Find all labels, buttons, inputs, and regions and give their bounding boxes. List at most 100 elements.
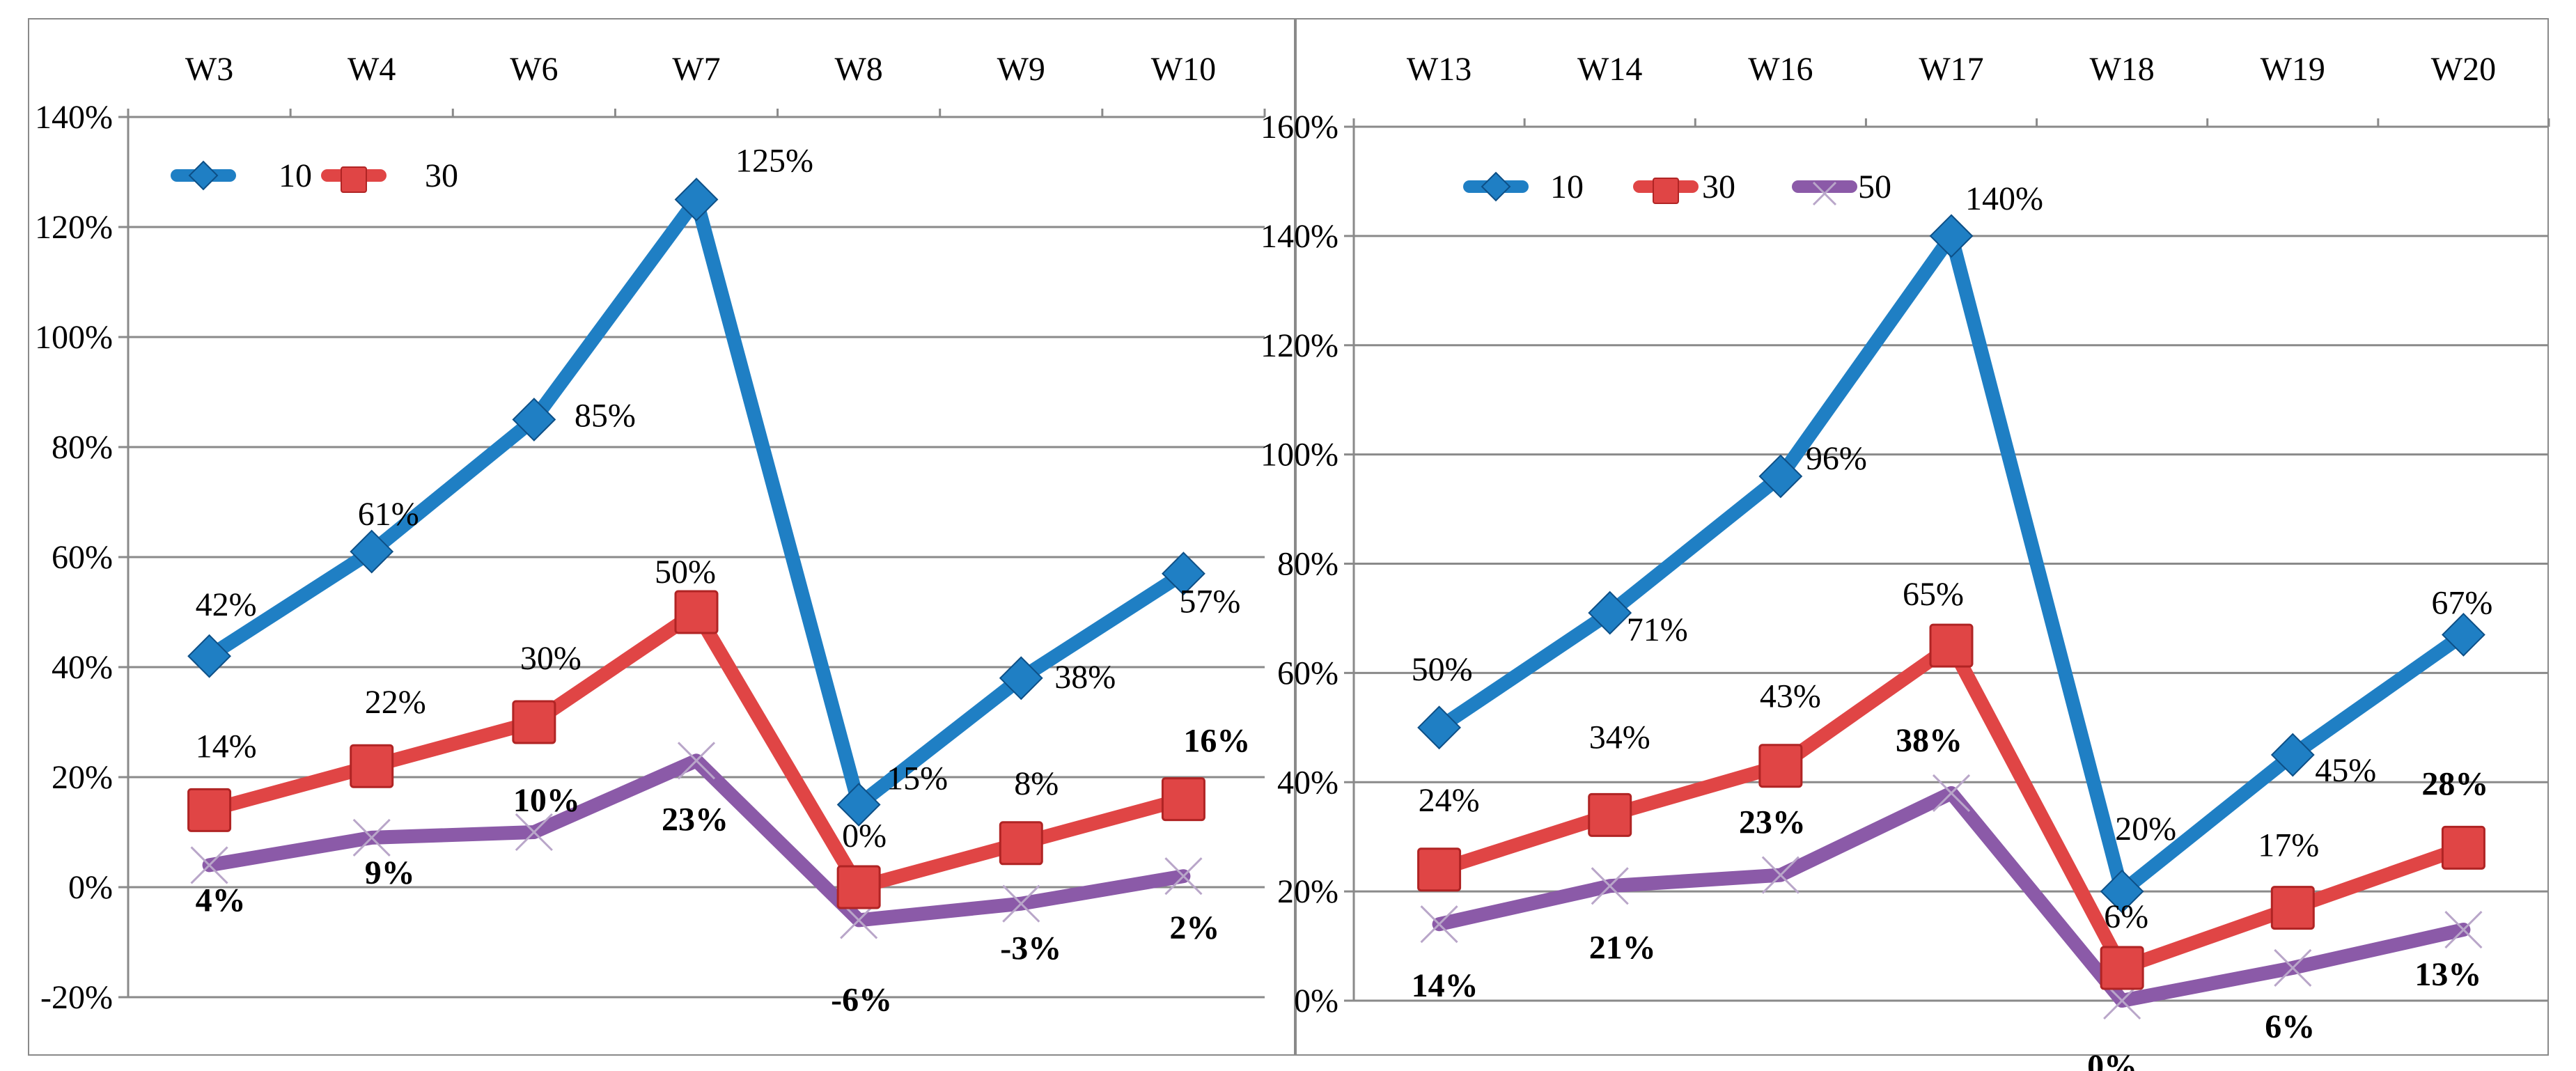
y-tick-label: 160%: [1260, 109, 1338, 146]
data-label: 4%: [196, 882, 246, 918]
data-label: 67%: [2431, 584, 2492, 621]
y-tick-label: 80%: [52, 429, 113, 466]
data-label: 96%: [1806, 440, 1867, 477]
x-tick-label: W14: [1577, 51, 1642, 88]
data-label: 6%: [2104, 898, 2148, 935]
x-tick-label: W16: [1748, 51, 1813, 88]
data-label: 0%: [2087, 1048, 2137, 1071]
data-label: 45%: [2315, 752, 2376, 789]
x-marker-stroke: [2274, 948, 2312, 987]
square-marker: [187, 788, 232, 832]
x-marker: [190, 846, 228, 884]
legend-item-30: 30: [321, 157, 458, 194]
x-marker: [1761, 856, 1800, 894]
y-tick-label: 120%: [1260, 327, 1338, 364]
diamond-marker: [2442, 613, 2485, 657]
diamond-marker: [674, 178, 719, 221]
legend-item-10: 10: [1463, 169, 1584, 205]
data-label: 14%: [196, 728, 257, 765]
x-marker-stroke: [677, 742, 716, 780]
y-tick-label: 40%: [1277, 764, 1338, 801]
square-marker: [999, 821, 1043, 866]
y-tick-label: 40%: [52, 649, 113, 686]
y-tick-label: 20%: [52, 759, 113, 796]
chart-panel-2: 0%20%40%60%80%100%120%140%160%W13 W14 W16 W…: [1260, 51, 2550, 1071]
y-tick-label: 140%: [1260, 218, 1338, 255]
x-tick-label: W9: [997, 51, 1045, 88]
series-line-10: [202, 192, 1191, 812]
legend-marker: [341, 166, 367, 193]
square-marker: [1588, 792, 1632, 837]
legend-item-30: 30: [1633, 169, 1735, 205]
diamond-marker: [2270, 733, 2315, 777]
x-tick-label: W17: [1919, 51, 1983, 88]
legend-marker: [1653, 178, 1679, 204]
legend-label: 30: [1702, 169, 1735, 205]
x-marker-stroke: [190, 846, 228, 884]
x-marker: [1164, 857, 1203, 896]
data-label: 38%: [1054, 659, 1116, 696]
x-marker-stroke: [1420, 905, 1458, 944]
x-marker-stroke: [1002, 884, 1040, 923]
diamond-marker: [350, 529, 394, 574]
diamond-marker: [1162, 552, 1205, 596]
y-tick-label: 100%: [1260, 437, 1338, 474]
data-label: 50%: [655, 554, 716, 591]
y-tick-label: 60%: [52, 539, 113, 576]
data-label: -3%: [1000, 930, 1061, 967]
data-label: 28%: [2421, 765, 2488, 802]
x-marker-stroke: [1164, 857, 1203, 896]
legend-marker: [188, 160, 219, 191]
square-marker: [2270, 886, 2315, 930]
square-marker: [1161, 777, 1205, 822]
x-tick-label: W3: [185, 51, 233, 88]
y-tick-label: 100%: [35, 319, 113, 356]
diamond-marker: [1758, 454, 1803, 499]
x-marker: [1420, 905, 1458, 944]
data-label: 14%: [1412, 967, 1478, 1004]
square-marker: [350, 744, 394, 788]
legend-label: 10: [279, 157, 312, 194]
x-marker-stroke: [515, 813, 553, 852]
legend-label: 50: [1858, 169, 1891, 205]
x-tick-label: W19: [2261, 51, 2325, 88]
x-marker-stroke: [1761, 856, 1800, 894]
data-label: 57%: [1179, 584, 1240, 620]
data-label: 23%: [662, 801, 728, 838]
legend-label: 30: [425, 157, 458, 194]
data-label: 9%: [365, 854, 415, 891]
data-label: 13%: [2414, 956, 2481, 993]
x-marker: [352, 818, 391, 857]
diamond-marker: [836, 783, 881, 827]
data-label: 50%: [1412, 651, 1473, 688]
x-marker: [2444, 910, 2483, 949]
x-tick-label: W10: [1151, 51, 1216, 88]
data-label: 20%: [2115, 811, 2176, 847]
x-tick-label: W4: [348, 51, 396, 88]
data-label: -6%: [831, 981, 892, 1018]
x-marker: [1002, 884, 1040, 923]
x-tick-label: W18: [2089, 51, 2154, 88]
x-marker-stroke: [1932, 774, 1971, 812]
x-tick-label: W20: [2431, 51, 2496, 88]
y-tick-label: 140%: [35, 99, 113, 136]
x-marker-stroke: [352, 818, 391, 857]
y-tick-label: 120%: [35, 209, 113, 246]
square-marker: [1929, 623, 1974, 668]
square-marker: [2100, 946, 2144, 990]
y-tick-label: 0%: [1294, 983, 1338, 1019]
data-label: 8%: [1014, 765, 1059, 802]
y-tick-label: 80%: [1277, 546, 1338, 583]
diamond-marker: [1929, 214, 1974, 258]
data-label: 61%: [358, 496, 419, 533]
x-marker-stroke: [2444, 910, 2483, 949]
y-tick-label: 20%: [1277, 873, 1338, 910]
data-label: 38%: [1896, 722, 1962, 759]
data-label: 140%: [1965, 180, 2043, 217]
y-tick-label: 60%: [1277, 655, 1338, 691]
square-marker: [2441, 825, 2485, 870]
panel-divider: [1294, 19, 1297, 1054]
legend-item-10: 10: [171, 157, 312, 194]
square-marker: [1758, 744, 1803, 788]
